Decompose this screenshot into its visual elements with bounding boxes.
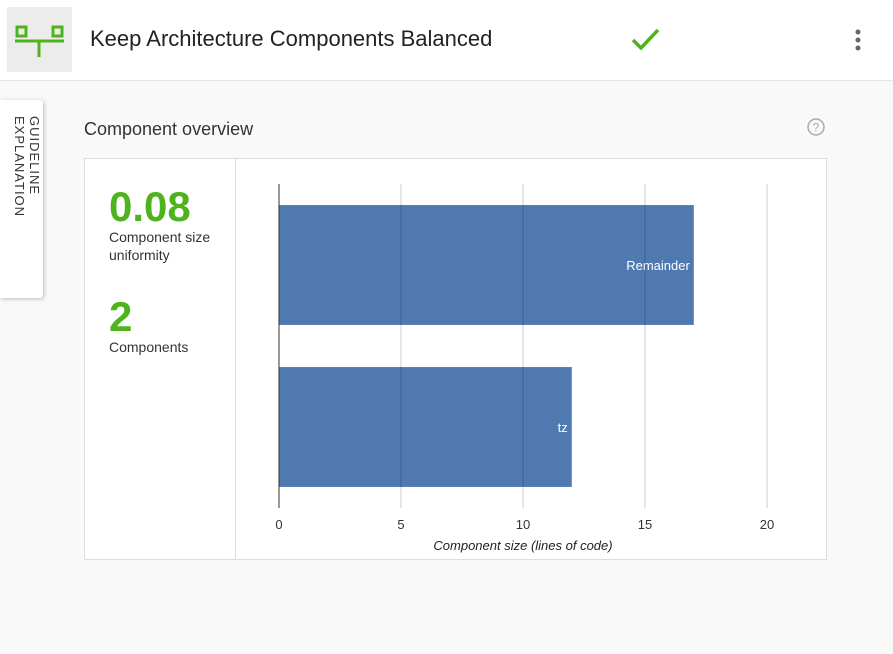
bar <box>279 205 694 325</box>
bar <box>279 367 572 487</box>
help-icon[interactable]: ? <box>806 117 826 137</box>
x-tick-label: 10 <box>516 517 530 532</box>
x-tick-label: 5 <box>397 517 404 532</box>
x-tick-label: 15 <box>638 517 652 532</box>
metric-value: 2 <box>109 293 133 340</box>
page-title: Keep Architecture Components Balanced <box>90 26 493 51</box>
metric-value: 0.08 <box>109 183 191 230</box>
metric-label: Component size uniformity <box>109 229 211 263</box>
menu-button[interactable] <box>850 28 866 54</box>
metric-label: Components <box>109 339 189 355</box>
section-title: Component overview <box>84 119 254 139</box>
check-icon <box>631 28 660 51</box>
guideline-icon <box>7 7 72 72</box>
tab-label: GUIDELINE EXPLANATION <box>12 116 42 218</box>
x-tick-label: 20 <box>760 517 774 532</box>
svg-text:?: ? <box>813 121 820 135</box>
sidebar-tab[interactable]: GUIDELINE EXPLANATION <box>0 100 43 298</box>
icon-graphic <box>15 25 64 57</box>
bar-label: tz <box>558 420 568 435</box>
x-axis-title: Component size (lines of code) <box>433 538 612 553</box>
header: Keep Architecture Components Balanced <box>0 0 893 81</box>
x-tick-label: 0 <box>275 517 282 532</box>
divider <box>235 159 236 559</box>
bar-label: Remainder <box>626 258 690 273</box>
